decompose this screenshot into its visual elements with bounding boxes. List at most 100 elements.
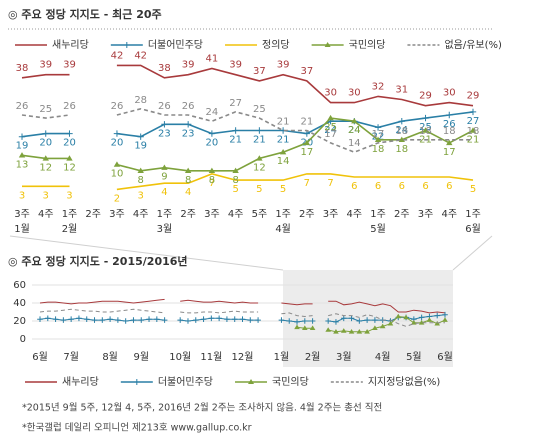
point <box>42 130 49 137</box>
data-label: 8 <box>137 175 143 186</box>
point <box>184 167 192 173</box>
point <box>379 323 386 329</box>
point <box>294 324 300 330</box>
point <box>309 318 316 324</box>
point <box>364 329 370 334</box>
x-tick-label: 1월 <box>274 351 290 363</box>
data-label: 20 <box>206 138 219 149</box>
point <box>398 118 405 125</box>
data-label: 29 <box>419 91 432 102</box>
data-label: 14 <box>277 156 290 167</box>
y-tick-label: 0 <box>20 334 26 345</box>
data-label: 6 <box>375 181 381 192</box>
x-tick-label: 4주 <box>347 209 363 220</box>
data-label: 7 <box>209 178 215 189</box>
point <box>469 127 477 133</box>
x-tick-label: 9월 <box>133 351 149 363</box>
point <box>442 311 448 318</box>
point <box>130 317 137 323</box>
y-tick-label: 60 <box>13 280 26 291</box>
point <box>91 317 98 323</box>
point <box>83 316 90 322</box>
data-label: 21 <box>277 117 290 128</box>
data-label: 7 <box>304 178 310 189</box>
data-label: 5 <box>256 184 262 195</box>
data-label: 26 <box>158 101 171 112</box>
month-label: 2월 <box>62 223 78 235</box>
point <box>44 315 51 322</box>
point <box>309 325 316 330</box>
data-label: 18 <box>467 126 480 137</box>
point <box>469 108 477 116</box>
data-label: 21 <box>253 135 266 146</box>
point <box>395 313 402 319</box>
point <box>66 155 73 161</box>
x-tick-label: 2월 <box>305 351 321 363</box>
month-label: 1월 <box>14 223 30 235</box>
point <box>325 327 331 332</box>
data-label: 26 <box>182 101 195 112</box>
point <box>232 167 239 173</box>
point <box>348 315 355 322</box>
data-label: 3 <box>43 190 49 201</box>
data-label: 13 <box>16 159 29 170</box>
x-tick-label: 2주 <box>85 209 101 220</box>
point <box>356 329 363 334</box>
x-tick-label: 2주 <box>394 209 410 220</box>
x-tick-label: 8월 <box>102 351 118 363</box>
point <box>18 133 26 140</box>
point <box>434 312 441 319</box>
point <box>76 315 82 322</box>
point <box>161 121 168 128</box>
x-tick-label: 3주 <box>14 209 30 220</box>
y-tick-label: 40 <box>13 298 26 309</box>
point <box>185 318 191 324</box>
point <box>192 317 199 323</box>
data-label: 3 <box>137 190 143 201</box>
point <box>442 317 448 322</box>
x-tick-label: 3월 <box>336 351 352 363</box>
data-label: 24 <box>348 125 361 136</box>
point <box>60 317 67 323</box>
point <box>351 118 358 124</box>
x-tick-label: 4주 <box>228 209 244 220</box>
x-tick-label: 11월 <box>200 351 222 363</box>
data-label: 28 <box>134 95 147 106</box>
data-label: 39 <box>182 60 195 71</box>
point <box>113 161 121 167</box>
x-tick-label: 1주 <box>62 209 78 220</box>
data-label: 19 <box>134 141 147 152</box>
data-label: 21 <box>277 135 290 146</box>
point <box>348 329 355 334</box>
point <box>200 316 207 322</box>
x-tick-label: 10월 <box>169 351 191 363</box>
series-line <box>39 298 446 314</box>
data-label: 12 <box>63 162 76 173</box>
data-label: 20 <box>63 138 76 149</box>
point <box>146 316 152 322</box>
zoom-connector <box>9 235 284 271</box>
point <box>231 316 238 322</box>
x-tick-label: 1주 <box>370 209 386 220</box>
point <box>426 317 433 322</box>
point <box>327 114 334 121</box>
data-label: 18 <box>395 144 408 155</box>
x-tick-label: 5월 <box>406 351 422 363</box>
data-label: 24 <box>348 125 361 136</box>
legend-label: 없음/유보(%) <box>444 38 502 51</box>
data-label: 6 <box>446 181 452 192</box>
data-label: 20 <box>39 138 52 149</box>
data-label: 23 <box>182 128 195 139</box>
point <box>18 152 26 158</box>
point <box>303 139 311 146</box>
x-tick-label: 3주 <box>204 209 220 220</box>
x-tick-label: 6월 <box>437 351 453 363</box>
point <box>294 319 300 325</box>
data-label: 25 <box>39 104 52 115</box>
point <box>279 149 287 155</box>
data-label: 18 <box>443 126 456 137</box>
data-label: 10 <box>111 169 124 180</box>
data-label: 2 <box>114 193 120 204</box>
data-label: 4 <box>161 187 167 198</box>
data-label: 6 <box>351 181 357 192</box>
